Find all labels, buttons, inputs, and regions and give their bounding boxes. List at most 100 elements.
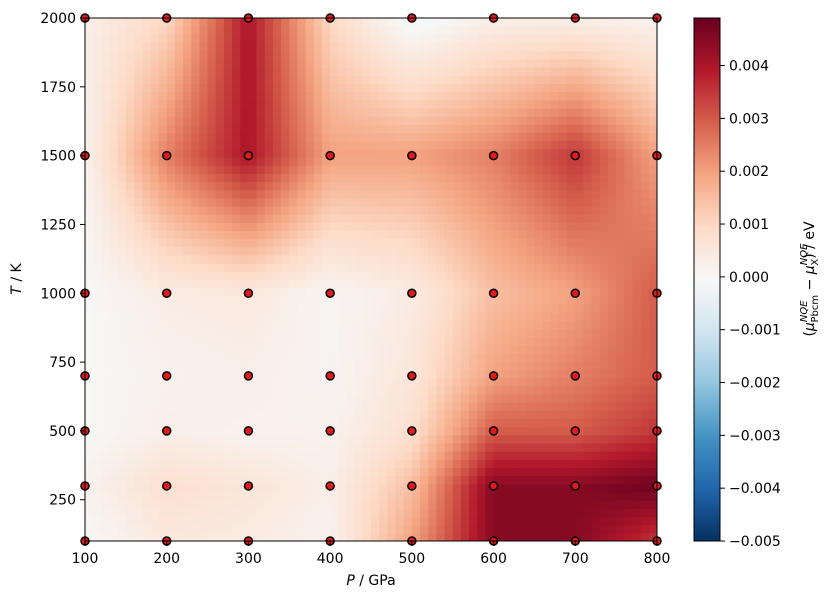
heatmap-cell <box>125 500 135 509</box>
heatmap-cell <box>379 467 388 477</box>
heatmap-cell <box>387 271 397 281</box>
heatmap-cell <box>526 287 536 297</box>
heatmap-cell <box>297 320 307 330</box>
heatmap-cell <box>599 91 609 101</box>
heatmap-cell <box>101 516 111 526</box>
heatmap-cell <box>264 140 274 150</box>
heatmap-cell <box>583 385 593 395</box>
heatmap-cell <box>403 156 413 166</box>
heatmap-cell <box>362 271 372 281</box>
heatmap-cell <box>313 353 323 362</box>
heatmap-cell <box>297 116 307 125</box>
heatmap-cell <box>420 377 429 387</box>
heatmap-cell <box>469 254 478 264</box>
heatmap-cell <box>624 491 634 501</box>
heatmap-cell <box>640 26 650 35</box>
heatmap-cell <box>469 99 478 109</box>
heatmap-cell <box>379 91 388 101</box>
heatmap-cell <box>191 254 200 264</box>
heatmap-cell <box>469 50 478 60</box>
heatmap-cell <box>272 361 282 370</box>
heatmap-cell <box>134 246 143 256</box>
sample-point <box>488 150 499 161</box>
heatmap-cell <box>436 361 446 370</box>
heatmap-cell <box>550 524 560 534</box>
heatmap-cell <box>199 148 209 158</box>
heatmap-cell <box>150 83 160 93</box>
heatmap-cell <box>248 336 258 346</box>
heatmap-cell <box>346 197 356 207</box>
heatmap-cell <box>313 532 323 541</box>
heatmap-cell <box>248 467 258 477</box>
heatmap-cell <box>174 67 184 76</box>
heatmap-cell <box>534 18 544 27</box>
heatmap-cell <box>321 189 331 199</box>
heatmap-cell <box>150 279 160 289</box>
heatmap-cell <box>183 442 192 452</box>
heatmap-cell <box>338 402 348 411</box>
heatmap-cell <box>93 124 102 134</box>
sample-point <box>488 481 499 491</box>
heatmap-cell <box>240 124 250 134</box>
heatmap-cell <box>411 214 421 223</box>
heatmap-cell <box>330 434 339 444</box>
heatmap-cell <box>101 83 111 93</box>
heatmap-cell <box>215 344 225 354</box>
heatmap-cell <box>142 467 151 477</box>
heatmap-cell <box>281 377 290 387</box>
heatmap-cell <box>648 42 657 52</box>
heatmap-cell <box>297 279 307 289</box>
heatmap-cell <box>411 263 421 272</box>
heatmap-cell <box>428 410 437 420</box>
heatmap-cell <box>550 279 560 289</box>
heatmap-cell <box>509 197 519 207</box>
heatmap-cell <box>125 132 135 142</box>
heatmap-cell <box>354 369 364 379</box>
heatmap-cell <box>101 442 111 452</box>
heatmap-cell <box>518 524 527 534</box>
heatmap-cell <box>289 524 299 534</box>
heatmap-cell <box>624 18 634 27</box>
heatmap-cell <box>215 295 225 305</box>
heatmap-cell <box>183 140 192 150</box>
heatmap-cell <box>207 377 217 387</box>
heatmap-cell <box>411 189 421 199</box>
heatmap-cell <box>591 304 601 313</box>
heatmap-cell <box>281 197 290 207</box>
heatmap-cell <box>411 75 421 84</box>
heatmap-cell <box>436 18 446 27</box>
heatmap-cell <box>624 434 634 444</box>
heatmap-cell <box>403 451 413 460</box>
heatmap-cell <box>395 189 405 199</box>
heatmap-cell <box>174 214 184 223</box>
heatmap-cell <box>305 418 315 428</box>
heatmap-cell <box>395 67 405 76</box>
heatmap-cell <box>632 124 642 134</box>
heatmap-cell <box>436 42 446 52</box>
heatmap-cell <box>362 483 372 493</box>
heatmap-cell <box>183 263 192 272</box>
heatmap-cell <box>485 263 495 272</box>
heatmap-cell <box>428 107 437 117</box>
heatmap-cell <box>436 189 446 199</box>
heatmap-cell <box>142 222 151 232</box>
heatmap-cell <box>477 230 486 240</box>
heatmap-cell <box>142 475 151 485</box>
heatmap-cell <box>183 483 192 493</box>
heatmap-cell <box>591 263 601 272</box>
heatmap-cell <box>403 467 413 477</box>
heatmap-cell <box>346 173 356 183</box>
heatmap-cell <box>632 197 642 207</box>
heatmap-cell <box>330 99 339 109</box>
heatmap-cell <box>281 156 290 166</box>
heatmap-cell <box>109 279 119 289</box>
heatmap-cell <box>616 132 625 142</box>
heatmap-cell <box>330 222 339 232</box>
heatmap-cell <box>199 99 209 109</box>
heatmap-cell <box>379 491 388 501</box>
heatmap-cell <box>460 132 470 142</box>
heatmap-cell <box>158 75 168 84</box>
heatmap-cell <box>199 344 209 354</box>
heatmap-cell <box>321 173 331 183</box>
heatmap-cell <box>534 75 544 84</box>
